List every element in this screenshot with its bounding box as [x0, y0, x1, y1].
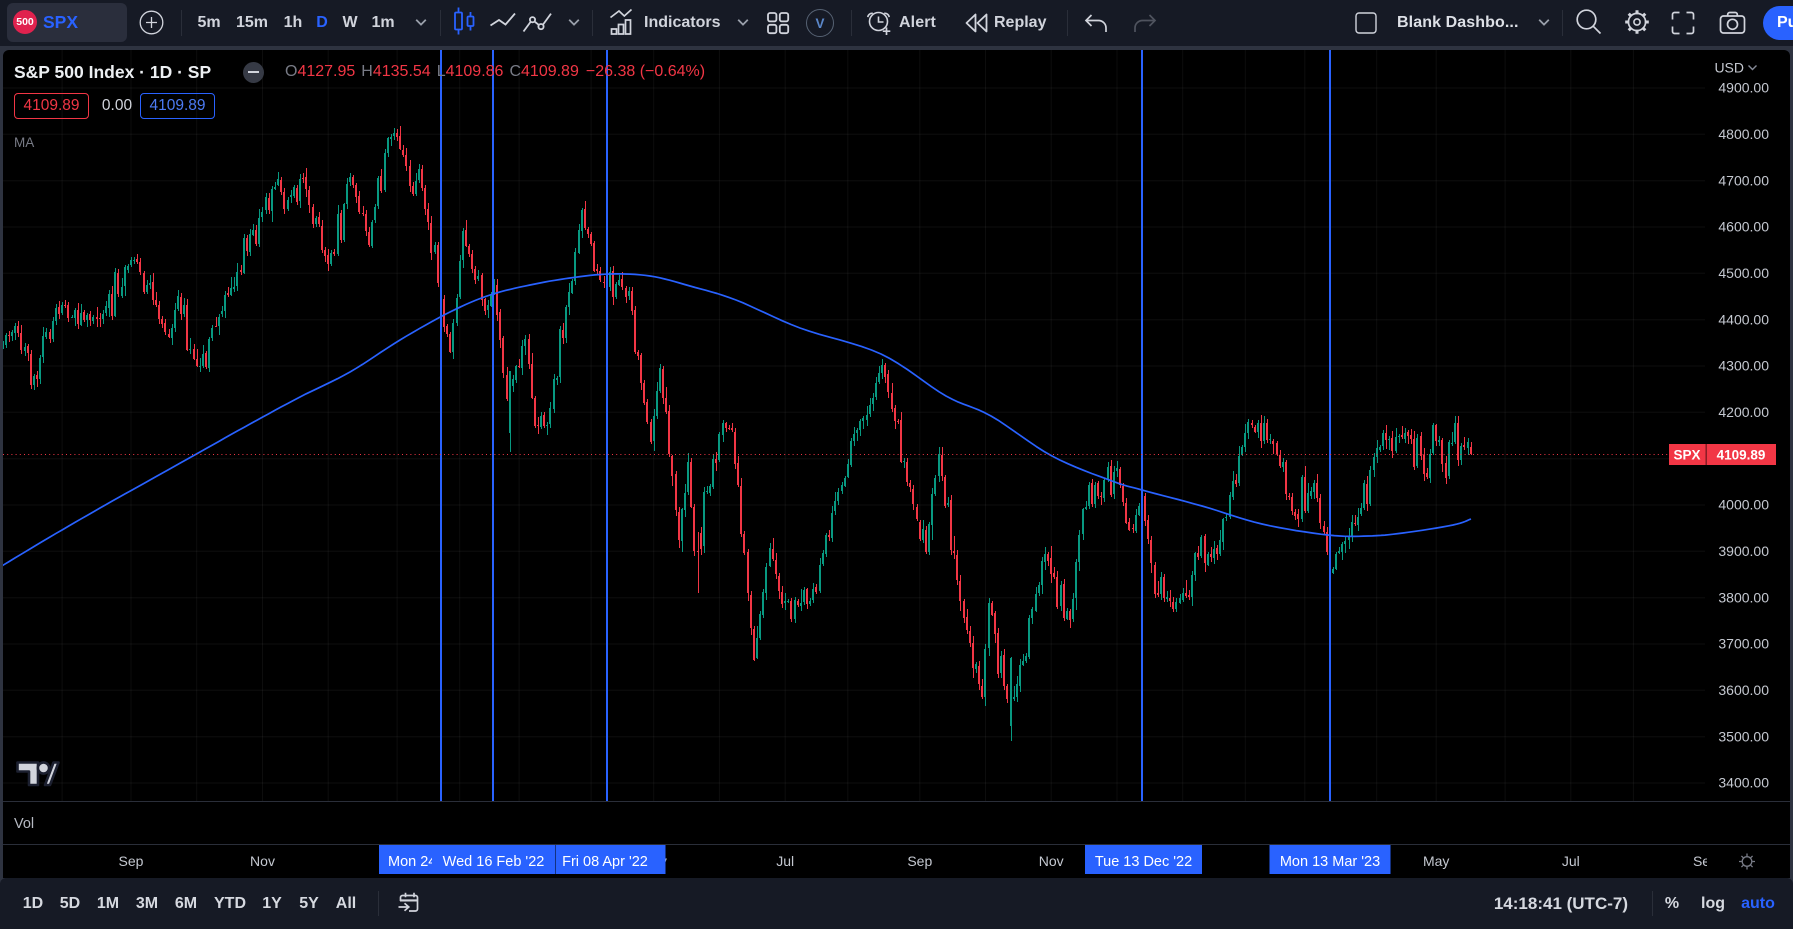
svg-text:Mon 24: Mon 24	[388, 854, 436, 870]
svg-text:Wed 16 Feb '22: Wed 16 Feb '22	[443, 854, 545, 870]
svg-text:Sep: Sep	[119, 853, 144, 869]
svg-text:4400.00: 4400.00	[1718, 311, 1769, 327]
svg-text:4800.00: 4800.00	[1718, 126, 1769, 142]
svg-text:3400.00: 3400.00	[1718, 775, 1769, 791]
svg-text:4500.00: 4500.00	[1718, 265, 1769, 281]
svg-text:4900.00: 4900.00	[1718, 80, 1769, 96]
svg-text:3600.00: 3600.00	[1718, 682, 1769, 698]
svg-text:Tue 13 Dec '22: Tue 13 Dec '22	[1095, 854, 1192, 870]
svg-text:Nov: Nov	[250, 853, 275, 869]
svg-text:3700.00: 3700.00	[1718, 636, 1769, 652]
svg-text:4000.00: 4000.00	[1718, 497, 1769, 513]
svg-text:4700.00: 4700.00	[1718, 172, 1769, 188]
svg-text:May: May	[1423, 853, 1449, 869]
svg-text:Jul: Jul	[776, 853, 794, 869]
svg-text:Nov: Nov	[1039, 853, 1064, 869]
svg-text:Fri 08 Apr '22: Fri 08 Apr '22	[562, 854, 648, 870]
svg-text:3500.00: 3500.00	[1718, 728, 1769, 744]
svg-text:4200.00: 4200.00	[1718, 404, 1769, 420]
svg-text:Jul: Jul	[1562, 853, 1580, 869]
svg-text:Sep: Sep	[1693, 853, 1718, 869]
svg-text:3800.00: 3800.00	[1718, 589, 1769, 605]
svg-text:USD: USD	[1714, 60, 1744, 76]
svg-text:Sep: Sep	[907, 853, 932, 869]
svg-text:3900.00: 3900.00	[1718, 543, 1769, 559]
svg-text:Vol: Vol	[14, 816, 34, 832]
svg-text:4109.89: 4109.89	[1717, 448, 1766, 463]
svg-text:Mon 13 Mar '23: Mon 13 Mar '23	[1280, 854, 1380, 870]
svg-text:4300.00: 4300.00	[1718, 358, 1769, 374]
svg-text:4600.00: 4600.00	[1718, 219, 1769, 235]
svg-text:SPX: SPX	[1673, 448, 1700, 463]
